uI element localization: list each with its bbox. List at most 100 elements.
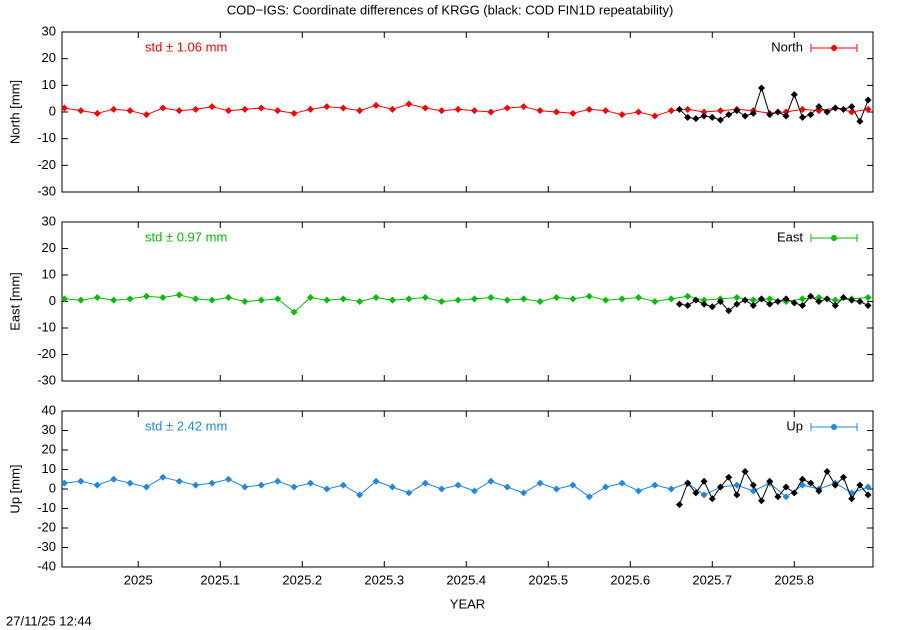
data-point <box>470 487 478 495</box>
data-point <box>569 481 577 489</box>
data-point <box>733 491 741 499</box>
data-point <box>339 295 347 303</box>
data-point <box>552 108 560 116</box>
data-point <box>684 479 692 487</box>
data-point <box>60 104 68 112</box>
y-tick-label: 0 <box>49 103 56 118</box>
annotation: std ± 2.42 mm <box>145 418 227 433</box>
data-point <box>798 301 806 309</box>
data-point <box>175 477 183 485</box>
data-point <box>831 481 839 489</box>
series-line <box>679 470 869 505</box>
data-point <box>864 301 872 309</box>
data-point <box>864 294 872 302</box>
data-point <box>675 105 683 113</box>
data-point <box>339 481 347 489</box>
data-point <box>700 300 708 308</box>
series-line <box>64 476 869 498</box>
y-tick-label: -10 <box>37 319 56 334</box>
data-point <box>421 294 429 302</box>
y-tick-label: -10 <box>37 130 56 145</box>
data-point <box>839 105 847 113</box>
y-tick-label: 20 <box>42 240 56 255</box>
data-point <box>675 501 683 509</box>
data-point <box>438 107 446 115</box>
data-point <box>569 109 577 117</box>
data-point <box>716 298 724 305</box>
data-point <box>142 292 150 300</box>
y-tick-label: -10 <box>37 500 56 515</box>
data-point <box>839 473 847 481</box>
data-point <box>208 479 216 487</box>
data-point <box>520 295 528 303</box>
data-point <box>192 105 200 113</box>
data-point <box>438 298 446 305</box>
data-point <box>274 477 282 485</box>
y-tick-label: 0 <box>49 293 56 308</box>
data-point <box>766 477 774 485</box>
x-tick-label: 2025.3 <box>364 572 404 587</box>
data-point <box>864 483 872 491</box>
x-axis-label: YEAR <box>450 596 485 611</box>
data-point <box>634 487 642 495</box>
data-point <box>839 294 847 302</box>
y-tick-label: -30 <box>37 183 56 198</box>
y-tick-label: -20 <box>37 157 56 172</box>
timestamp: 27/11/25 12:44 <box>6 613 92 628</box>
data-point <box>470 107 478 115</box>
data-point <box>856 298 864 305</box>
data-point <box>142 111 150 119</box>
data-point <box>159 294 167 302</box>
y-tick-label: 10 <box>42 461 56 476</box>
data-point <box>323 296 331 304</box>
data-point <box>757 84 765 92</box>
data-point <box>733 294 741 302</box>
data-point <box>405 100 413 108</box>
data-point <box>667 485 675 493</box>
data-point <box>323 103 331 111</box>
annotation: std ± 1.06 mm <box>145 39 227 54</box>
data-point <box>274 107 282 115</box>
data-point <box>618 479 626 487</box>
data-point <box>602 296 610 304</box>
data-point <box>290 109 298 117</box>
legend-swatch <box>831 235 837 241</box>
data-point <box>421 104 429 112</box>
data-point <box>110 296 118 304</box>
data-point <box>569 295 577 303</box>
data-point <box>208 103 216 111</box>
data-point <box>856 481 864 489</box>
data-point <box>110 105 118 113</box>
data-point <box>798 113 806 121</box>
data-point <box>372 101 380 109</box>
legend-swatch <box>831 424 837 430</box>
data-point <box>774 493 782 501</box>
data-point <box>339 104 347 112</box>
legend-swatch <box>831 45 837 51</box>
data-point <box>651 112 659 120</box>
x-tick-label: 2025.6 <box>610 572 650 587</box>
data-point <box>749 296 757 304</box>
data-point <box>77 477 85 485</box>
data-point <box>815 487 823 495</box>
data-point <box>487 477 495 485</box>
data-point <box>470 295 478 303</box>
data-point <box>142 483 150 491</box>
data-point <box>634 108 642 116</box>
data-point <box>749 109 757 117</box>
x-tick-label: 2025 <box>124 572 153 587</box>
data-point <box>700 112 708 120</box>
data-point <box>618 111 626 119</box>
y-tick-label: -20 <box>37 519 56 534</box>
data-point <box>798 475 806 483</box>
data-point <box>725 111 733 119</box>
data-point <box>807 111 815 119</box>
data-point <box>520 489 528 497</box>
data-point <box>766 295 774 303</box>
y-tick-label: -30 <box>37 539 56 554</box>
data-point <box>487 294 495 302</box>
data-point <box>798 481 806 489</box>
y-tick-label: -40 <box>37 558 56 573</box>
data-point <box>716 107 724 115</box>
data-point <box>675 300 683 308</box>
